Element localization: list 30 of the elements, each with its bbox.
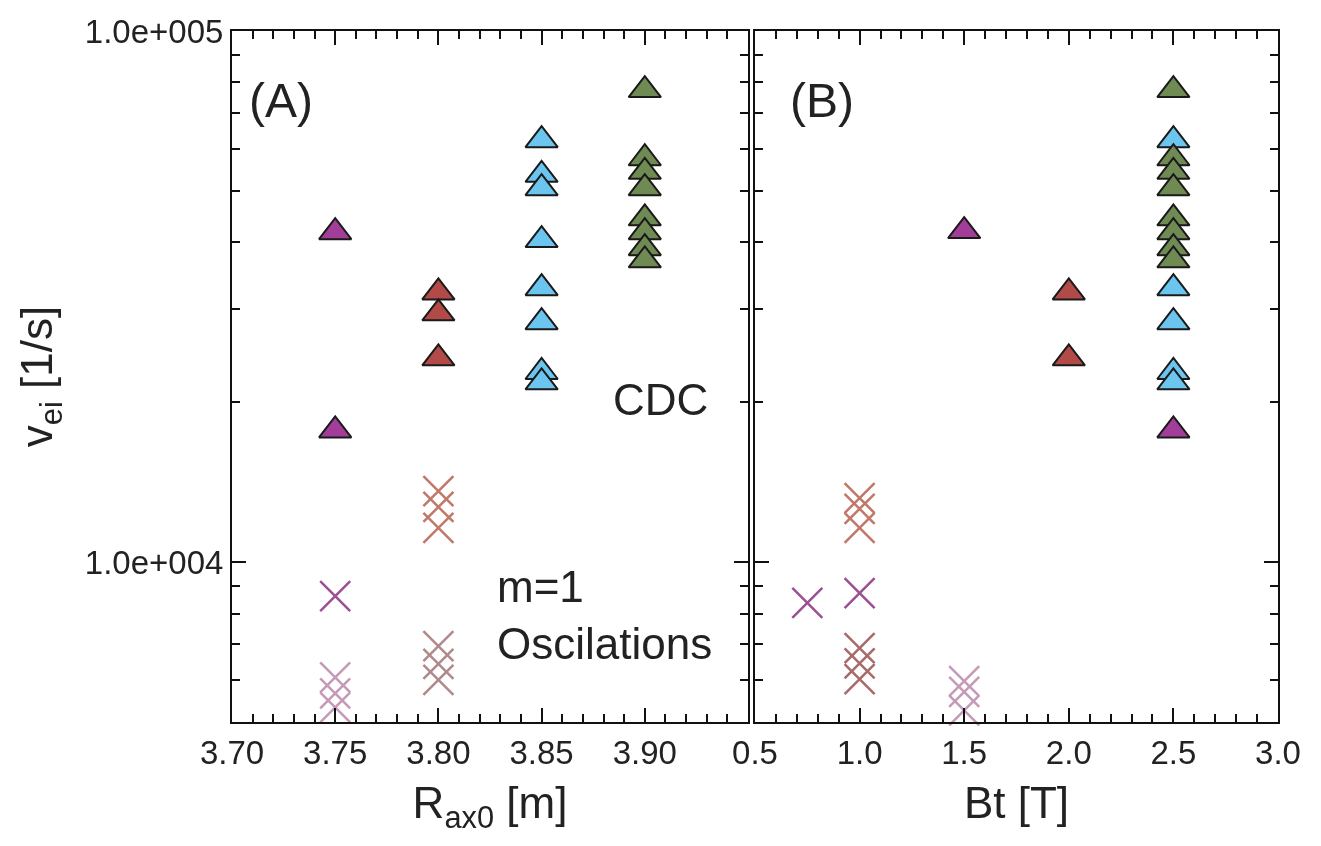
annotation: CDC: [613, 375, 709, 424]
x-tick-label: 3.70: [199, 733, 265, 771]
x-axis-title: Bt [T]: [963, 778, 1070, 828]
point: [843, 576, 876, 610]
x-tick-label: 2.5: [1150, 733, 1197, 771]
point: [947, 694, 981, 727]
point: [843, 647, 876, 680]
point: [843, 481, 876, 515]
annotation: (A): [249, 74, 313, 127]
annotation: m=1 Oscilations: [497, 562, 713, 669]
x-tick-label: 1.5: [941, 733, 988, 771]
x-tick-label: 3.0: [1255, 733, 1301, 771]
x-tick-label: 3.75: [303, 733, 368, 771]
annotation: (B): [790, 74, 854, 127]
x-tick-label: 3.85: [509, 733, 574, 771]
point: [947, 664, 981, 698]
y-tick-label: 1.0e+005: [84, 12, 224, 50]
y-tick-label: 1.0e+004: [84, 543, 224, 581]
point: [843, 631, 876, 665]
x-tick-label: 3.80: [406, 733, 471, 771]
x-tick-label: 0.5: [732, 733, 778, 771]
point: [843, 662, 876, 696]
x-tick-label: 1.0: [836, 733, 883, 771]
x-axis-title: R$_{ax0}$ [m]: [412, 778, 568, 835]
point: [843, 511, 876, 545]
x-tick-label: 3.90: [612, 733, 677, 771]
point: [947, 675, 981, 709]
point: [791, 586, 824, 620]
point: [843, 492, 876, 526]
x-tick-label: 2.0: [1045, 733, 1092, 771]
